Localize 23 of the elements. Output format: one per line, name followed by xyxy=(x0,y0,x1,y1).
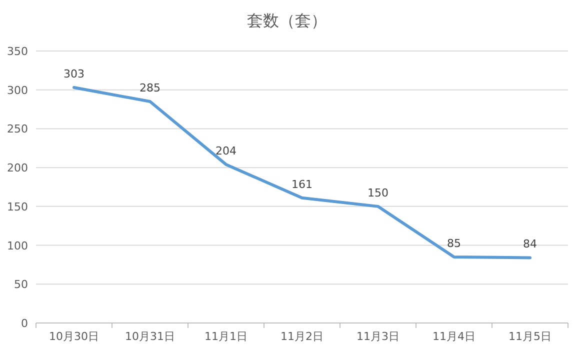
x-tick-label: 10月31日 xyxy=(125,330,175,343)
chart-title: 套数（套） xyxy=(247,11,327,30)
y-tick-label: 100 xyxy=(7,239,28,252)
data-label: 285 xyxy=(140,82,160,95)
data-label: 204 xyxy=(216,144,236,158)
x-tick-label: 11月2日 xyxy=(280,330,324,343)
x-tick-label: 10月30日 xyxy=(49,330,99,343)
y-tick-label: 50 xyxy=(14,278,28,292)
x-tick-label: 11月5日 xyxy=(508,330,552,343)
y-tick-label: 250 xyxy=(7,122,28,136)
y-tick-label: 350 xyxy=(7,45,28,58)
y-tick-label: 300 xyxy=(7,84,28,97)
y-tick-label: 200 xyxy=(7,162,28,175)
x-tick-label: 11月3日 xyxy=(356,330,400,343)
data-label: 161 xyxy=(292,178,312,191)
data-label: 84 xyxy=(523,238,537,251)
x-tick-label: 11月4日 xyxy=(432,330,476,343)
data-label: 85 xyxy=(447,236,461,250)
data-label: 303 xyxy=(64,68,84,81)
data-label: 150 xyxy=(368,186,388,200)
y-tick-label: 150 xyxy=(7,200,28,214)
y-tick-label: 0 xyxy=(21,317,28,330)
x-tick-label: 11月1日 xyxy=(204,330,248,343)
